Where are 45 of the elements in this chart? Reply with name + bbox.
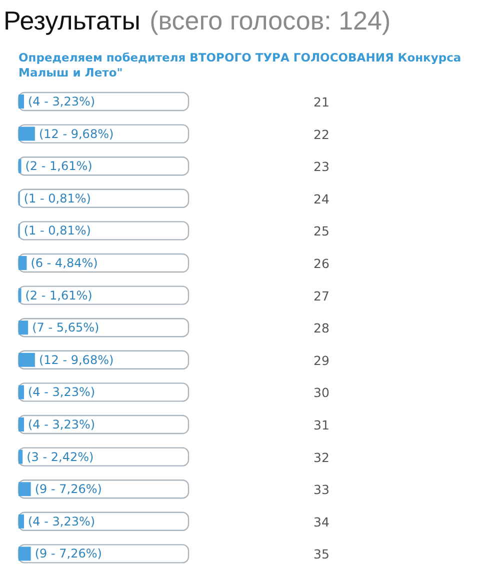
y-tick-label: 34 xyxy=(314,514,330,530)
bar xyxy=(18,385,24,400)
bar xyxy=(18,288,22,302)
y-tick-label: 22 xyxy=(314,126,330,142)
y-tick-label: 28 xyxy=(314,320,330,336)
y-tick-label: 31 xyxy=(314,418,330,432)
y-tick-label: 32 xyxy=(314,450,330,465)
bar xyxy=(18,482,31,496)
bar xyxy=(18,418,24,432)
y-tick-label: 35 xyxy=(314,546,330,562)
data-label: (4 - 3,23%) xyxy=(28,385,96,400)
bar xyxy=(18,352,35,367)
data-label: (2 - 1,61%) xyxy=(25,288,92,302)
y-tick-label: 30 xyxy=(314,385,330,400)
data-label: (4 - 3,23%) xyxy=(28,418,96,432)
data-label: (1 - 0,81%) xyxy=(24,224,91,238)
bar xyxy=(18,514,24,528)
y-tick-label: 27 xyxy=(314,288,330,304)
chart-title: Результаты (всего голосов: 124) xyxy=(4,6,391,36)
bar xyxy=(18,126,35,141)
data-label: (4 - 3,23%) xyxy=(28,514,96,528)
data-label: (2 - 1,61%) xyxy=(25,159,92,174)
bar xyxy=(18,159,22,174)
bar xyxy=(18,450,23,464)
data-label: (12 - 9,68%) xyxy=(38,352,114,367)
y-tick-label: 26 xyxy=(314,256,330,271)
data-label: (3 - 2,42%) xyxy=(26,450,94,464)
data-label: (9 - 7,26%) xyxy=(34,482,102,496)
bar xyxy=(18,320,28,335)
y-tick-label: 21 xyxy=(314,94,330,110)
bar xyxy=(18,94,24,108)
data-label: (7 - 5,65%) xyxy=(32,320,100,335)
y-tick-label: 23 xyxy=(314,159,330,174)
y-tick-label: 33 xyxy=(314,482,330,498)
y-tick-label: 29 xyxy=(314,352,330,368)
data-label: (6 - 4,84%) xyxy=(30,256,98,270)
data-label: (4 - 3,23%) xyxy=(28,94,96,108)
data-label: (9 - 7,26%) xyxy=(34,546,102,561)
bar xyxy=(18,256,27,270)
bar xyxy=(18,546,31,561)
y-tick-label: 24 xyxy=(314,191,330,206)
data-label: (1 - 0,81%) xyxy=(24,191,91,206)
y-tick-label: 25 xyxy=(314,224,330,239)
data-label: (12 - 9,68%) xyxy=(38,126,114,141)
text: Определяем победителя ВТОРОГО ТУРА ГОЛОСОВАНИЯ Конкурса Малыш и Лето" xyxy=(18,50,462,80)
